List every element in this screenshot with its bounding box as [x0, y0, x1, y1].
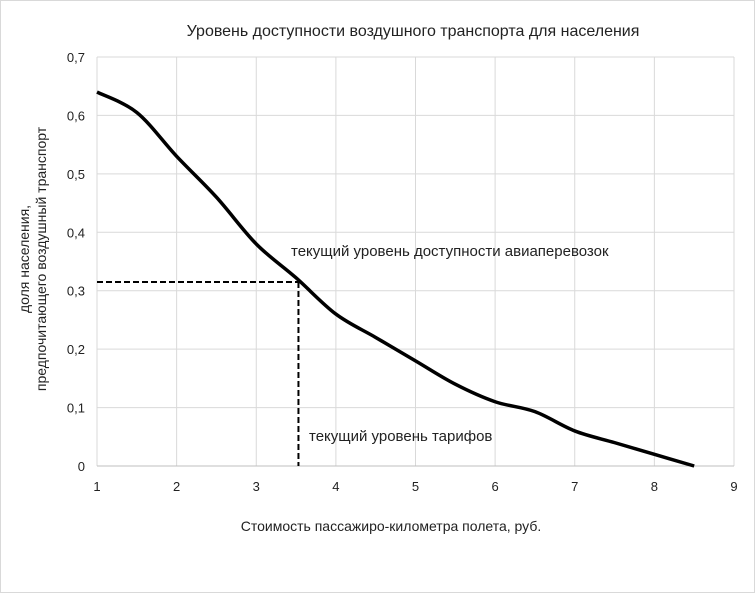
y-tick-label: 0,6 [67, 108, 85, 123]
x-tick-label: 8 [651, 479, 658, 494]
y-tick-label: 0,7 [67, 50, 85, 65]
data-line [96, 90, 695, 468]
x-tick-label: 3 [253, 479, 260, 494]
y-axis-label-line1: доля населения, [16, 205, 32, 313]
y-tick-label: 0,4 [67, 225, 85, 240]
y-tick-label: 0,3 [67, 284, 85, 299]
x-tick-label: 6 [492, 479, 499, 494]
chart-title: Уровень доступности воздушного транспорт… [187, 23, 640, 40]
x-tick-label: 7 [571, 479, 578, 494]
x-axis-label: Стоимость пассажиро-километра полета, ру… [241, 518, 542, 534]
x-tick-label: 9 [730, 479, 737, 494]
x-tick-label: 1 [93, 479, 100, 494]
y-tick-label: 0,2 [67, 342, 85, 357]
x-tick-label: 4 [332, 479, 339, 494]
y-tick-label: 0 [78, 459, 85, 474]
y-tick-label: 0,1 [67, 401, 85, 416]
x-tick-label: 5 [412, 479, 419, 494]
x-tick-label: 2 [173, 479, 180, 494]
y-axis-label-line2: предпочитающего воздушный транспорт [33, 126, 49, 391]
y-tick-label: 0,5 [67, 167, 85, 182]
annotation-tariff: текущий уровень тарифов [309, 428, 492, 445]
annotation-availability: текущий уровень доступности авиаперевозо… [291, 243, 609, 260]
